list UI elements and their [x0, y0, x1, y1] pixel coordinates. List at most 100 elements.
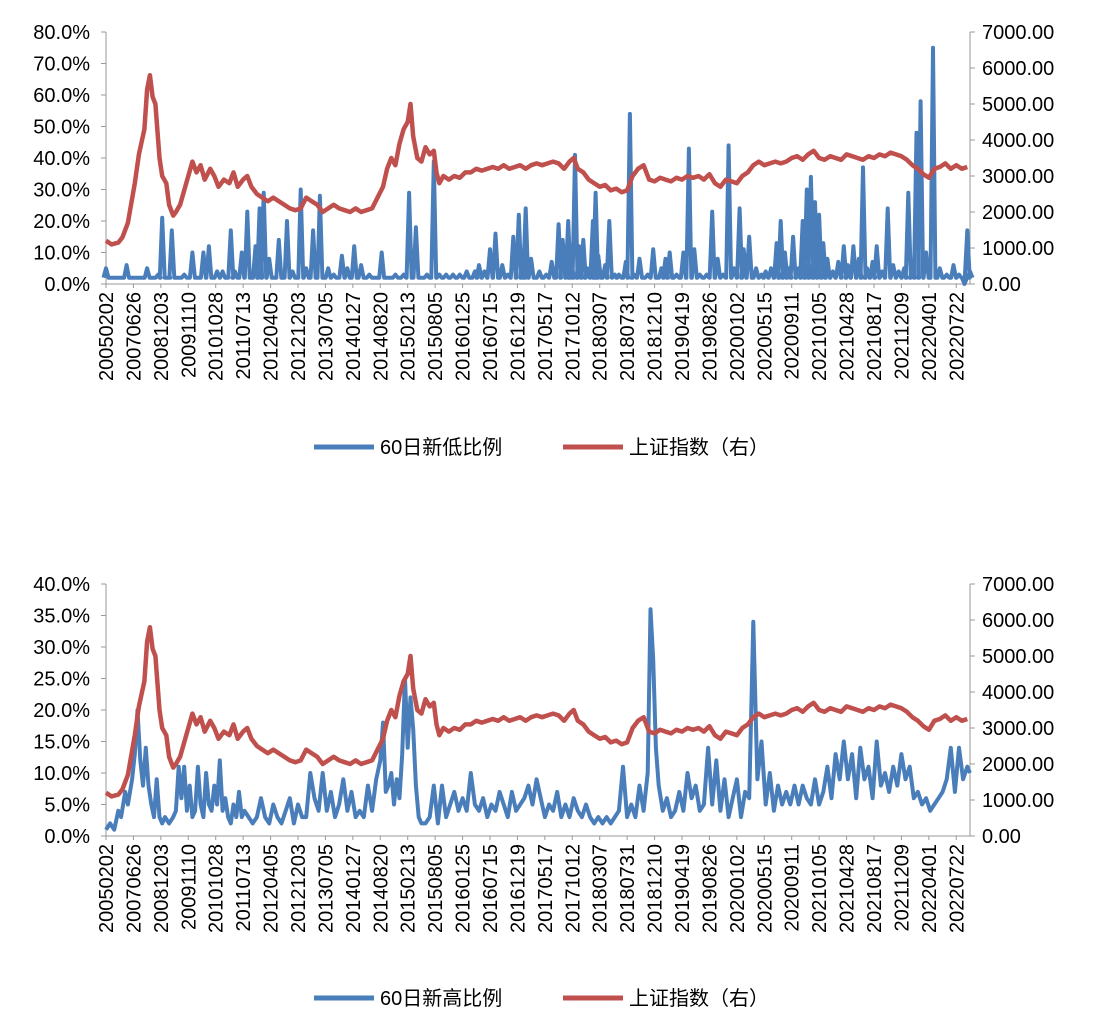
x-tick-label: 20121203 [288, 292, 310, 381]
x-tick-label: 20211209 [891, 292, 913, 380]
x-tick-label: 20200515 [754, 844, 776, 933]
y-tick-label-left: 80.0% [33, 22, 90, 44]
x-tick-label: 20101028 [206, 292, 228, 381]
x-tick-label: 20181210 [645, 844, 667, 933]
x-tick-label: 20190826 [699, 844, 721, 933]
x-tick-label: 20180731 [617, 292, 639, 381]
legend-label-index: 上证指数（右） [629, 987, 769, 1010]
x-tick-label: 20160125 [453, 844, 475, 933]
x-tick-label: 20190826 [699, 292, 721, 381]
y-tick-label-left: 0.0% [44, 826, 90, 848]
y-tick-label-right: 5000.00 [982, 646, 1054, 668]
x-tick-label: 20180307 [590, 292, 612, 381]
x-tick-label: 20210817 [864, 292, 886, 381]
x-tick-label: 20121203 [288, 844, 310, 933]
x-tick-label: 20150213 [398, 844, 420, 933]
x-tick-label: 20180307 [590, 844, 612, 933]
y-tick-label-left: 10.0% [33, 243, 90, 265]
x-tick-label: 20170517 [535, 292, 557, 381]
chart-60d-new-low: 0.0% 10.0% 20.0% 30.0% 40.0% 50.0% 60.0% 70.0% 8… [33, 22, 1054, 459]
x-tick-label: 20050202 [96, 292, 118, 381]
x-tick-label: 20171012 [562, 844, 584, 933]
x-tick-label: 20070626 [123, 844, 145, 933]
series-ratio-line [104, 607, 972, 832]
x-tick-label: 20161219 [507, 292, 529, 381]
x-tick-label: 20070626 [123, 292, 145, 381]
x-tick-label: 20081203 [151, 844, 173, 933]
x-tick-label: 20150805 [425, 292, 447, 381]
y-tick-label-right: 0.00 [982, 274, 1021, 296]
x-tick-label: 20200515 [754, 292, 776, 381]
x-tick-label: 20120405 [261, 292, 283, 381]
y-tick-label-left: 50.0% [33, 117, 90, 139]
y-tick-label-right: 3000.00 [982, 166, 1054, 188]
x-tick-label: 20160125 [453, 292, 475, 381]
x-tick-label: 20220401 [919, 292, 941, 381]
x-tick-label: 20171012 [562, 292, 584, 381]
series-index-line [104, 72, 968, 247]
x-tick-label: 20210817 [864, 844, 886, 933]
chart-svg: 0.0% 5.0% 10.0% 15.0% 20.0% 25.0% 30.0% 35.0% 40… [33, 574, 1054, 1010]
y-tick-label-right: 7000.00 [982, 22, 1054, 44]
x-tick-label: 20190419 [672, 292, 694, 381]
legend-label-ratio: 60日新高比例 [380, 987, 502, 1010]
y-tick-label-right: 0.00 [982, 826, 1021, 848]
x-tick-label: 20210105 [809, 844, 831, 933]
x-tick-label: 20050202 [96, 844, 118, 933]
y-tick-label-right: 4000.00 [982, 130, 1054, 152]
y-tick-label-left: 15.0% [33, 732, 90, 754]
x-tick-label: 20110713 [233, 292, 255, 380]
x-tick-label: 20161219 [507, 844, 529, 933]
x-tick-label: 20130705 [315, 844, 337, 933]
x-tick-label: 20150805 [425, 844, 447, 933]
x-tick-label: 20210428 [837, 292, 859, 381]
x-tick-label: 20180731 [617, 844, 639, 933]
y-tick-label-right: 6000.00 [982, 610, 1054, 632]
x-tick-label: 20210428 [837, 844, 859, 933]
y-tick-label-left: 10.0% [33, 763, 90, 785]
x-tick-label: 20181210 [645, 292, 667, 381]
y-tick-label-left: 35.0% [33, 606, 90, 628]
x-tick-label: 20200911 [782, 292, 804, 380]
x-tick-label: 20200102 [727, 292, 749, 381]
y-tick-label-right: 5000.00 [982, 94, 1054, 116]
y-tick-label-right: 7000.00 [982, 574, 1054, 596]
x-tick-label: 20140127 [343, 292, 365, 381]
y-tick-label-right: 2000.00 [982, 202, 1054, 224]
x-tick-label: 20220722 [946, 844, 968, 933]
x-tick-label: 20220401 [919, 844, 941, 933]
x-tick-label: 20160715 [480, 844, 502, 933]
x-tick-label: 20211209 [891, 844, 913, 932]
y-tick-label-right: 4000.00 [982, 682, 1054, 704]
x-tick-label: 20101028 [206, 844, 228, 933]
x-tick-label: 20081203 [151, 292, 173, 381]
y-tick-label-right: 1000.00 [982, 790, 1054, 812]
y-tick-label-right: 3000.00 [982, 718, 1054, 740]
y-tick-label-left: 40.0% [33, 574, 90, 596]
x-tick-label: 20170517 [535, 844, 557, 933]
x-tick-label: 20160715 [480, 292, 502, 381]
x-tick-label: 20110713 [233, 844, 255, 932]
x-tick-label: 20120405 [261, 844, 283, 933]
y-tick-label-left: 70.0% [33, 54, 90, 76]
x-tick-label: 20140820 [370, 292, 392, 381]
series-ratio-line [101, 45, 975, 286]
x-tick-label: 20091110 [178, 292, 200, 378]
y-tick-label-left: 60.0% [33, 85, 90, 107]
y-tick-label-left: 20.0% [33, 211, 90, 233]
chart-svg: 0.0% 10.0% 20.0% 30.0% 40.0% 50.0% 60.0% 70.0% 8… [33, 22, 1054, 459]
legend-label-ratio: 60日新低比例 [380, 436, 502, 459]
legend-label-index: 上证指数（右） [629, 436, 769, 459]
y-tick-label-left: 30.0% [33, 637, 90, 659]
x-tick-label: 20140820 [370, 844, 392, 933]
x-tick-label: 20140127 [343, 844, 365, 933]
y-tick-label-left: 5.0% [44, 795, 90, 817]
y-tick-label-left: 20.0% [33, 700, 90, 722]
x-tick-label: 20130705 [315, 292, 337, 381]
y-tick-label-left: 40.0% [33, 148, 90, 170]
x-tick-label: 20200102 [727, 844, 749, 933]
y-tick-label-right: 2000.00 [982, 754, 1054, 776]
chart-60d-new-high: 0.0% 5.0% 10.0% 15.0% 20.0% 25.0% 30.0% 35.0% 40… [0, 550, 1101, 1026]
x-tick-label: 20210105 [809, 292, 831, 381]
x-tick-label: 20091110 [178, 844, 200, 930]
